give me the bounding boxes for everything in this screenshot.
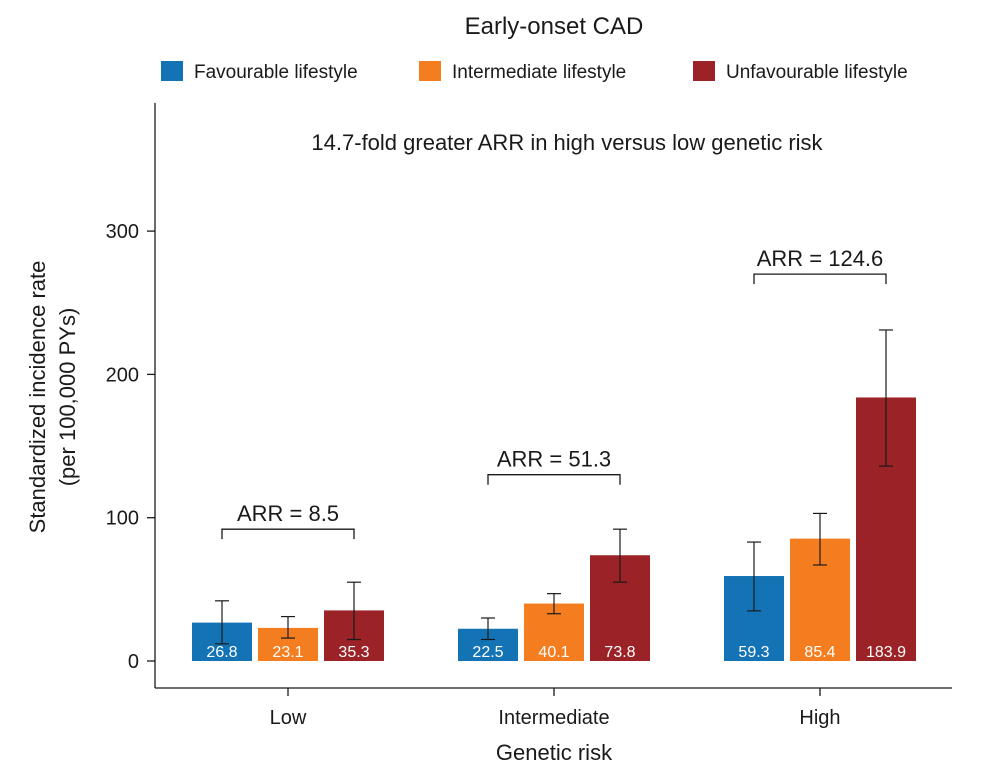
y-tick-label: 100 <box>106 508 139 530</box>
x-tick-label: Intermediate <box>498 707 609 729</box>
chart-subtitle: 14.7-fold greater ARR in high versus low… <box>311 130 823 155</box>
y-axis-label-line1: Standardized incidence rate <box>25 261 50 534</box>
x-tick-label: Low <box>270 707 307 729</box>
bar-value-label: 59.3 <box>738 644 769 661</box>
bar-value-label: 40.1 <box>538 644 569 661</box>
arr-label: ARR = 8.5 <box>237 501 339 526</box>
y-axis: 0 100 200 300 <box>106 103 156 688</box>
y-tick-label: 300 <box>106 221 139 243</box>
legend-label: Intermediate lifestyle <box>452 62 626 83</box>
bar-value-label: 23.1 <box>272 644 303 661</box>
x-axis: Low Intermediate High <box>155 687 952 729</box>
arr-bracket <box>487 474 621 485</box>
bar-value-label: 26.8 <box>206 644 237 661</box>
arr-annotations: ARR = 8.5 ARR = 51.3 ARR = 124.6 <box>221 246 887 540</box>
bar-value-label: 35.3 <box>338 644 369 661</box>
y-axis-label-line2: (per 100,000 PYs) <box>55 308 80 487</box>
legend: Favourable lifestyle Intermediate lifesty… <box>161 61 908 83</box>
arr-label: ARR = 51.3 <box>497 447 611 472</box>
y-tick-label: 0 <box>128 651 139 673</box>
legend-label: Favourable lifestyle <box>194 62 358 83</box>
legend-swatch <box>161 61 183 81</box>
bar-value-label: 183.9 <box>866 644 906 661</box>
bar-value-label: 22.5 <box>472 644 503 661</box>
chart-title: Early-onset CAD <box>465 13 644 40</box>
bar-value-label: 73.8 <box>604 644 635 661</box>
legend-swatch <box>693 61 715 81</box>
arr-label: ARR = 124.6 <box>757 246 884 271</box>
bar-value-label: 85.4 <box>804 644 835 661</box>
bars: 26.8 22.5 59.3 23.1 40.1 85.4 35.3 73.8 183.9 <box>192 329 916 661</box>
arr-bracket <box>753 273 887 285</box>
x-axis-label: Genetic risk <box>496 740 613 765</box>
y-tick-label: 200 <box>106 364 139 386</box>
legend-swatch <box>419 61 441 81</box>
legend-label: Unfavourable lifestyle <box>726 62 908 83</box>
x-tick-label: High <box>799 707 840 729</box>
arr-bracket <box>221 528 355 540</box>
